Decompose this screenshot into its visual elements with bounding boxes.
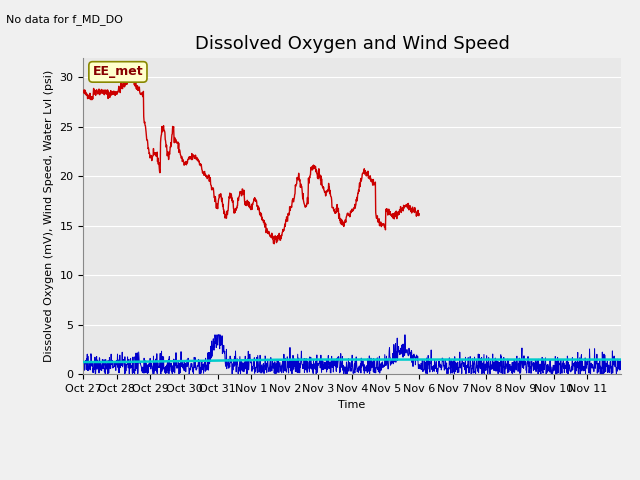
Y-axis label: Dissolved Oxygen (mV), Wind Speed, Water Lvl (psi): Dissolved Oxygen (mV), Wind Speed, Water… [44,70,54,362]
Text: EE_met: EE_met [93,65,143,78]
X-axis label: Time: Time [339,400,365,409]
Title: Dissolved Oxygen and Wind Speed: Dissolved Oxygen and Wind Speed [195,35,509,53]
Legend: DisOxy, ws, WaterLevel: DisOxy, ws, WaterLevel [195,478,509,480]
Text: No data for f_MD_DO: No data for f_MD_DO [6,14,124,25]
